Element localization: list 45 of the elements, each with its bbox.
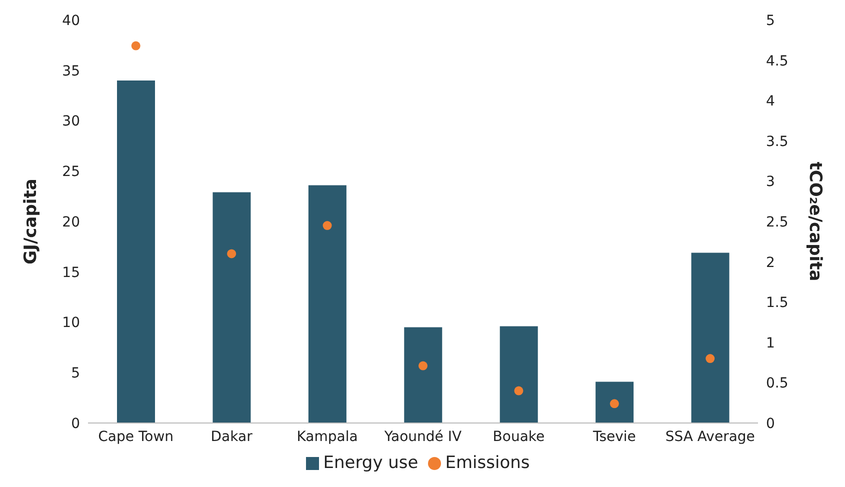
- y-axis-title: GJ/capita: [21, 178, 42, 264]
- x-tick-label: SSA Average: [665, 428, 755, 445]
- y-tick-label: 30: [62, 114, 80, 130]
- y2-tick-label: 3: [766, 174, 775, 190]
- y-tick-label: 0: [71, 416, 80, 432]
- x-tick-label: Tsevie: [592, 428, 636, 445]
- y-tick-label: 5: [71, 366, 80, 382]
- y2-tick-label: 5: [766, 12, 775, 29]
- point: [706, 354, 715, 364]
- y-tick-label: 10: [62, 315, 80, 332]
- point: [131, 41, 140, 50]
- y-tick-label: 15: [62, 264, 80, 281]
- point: [418, 361, 428, 370]
- y-tick-label: 40: [62, 12, 80, 29]
- bar: [596, 382, 634, 423]
- x-tick-label: Cape Town: [98, 428, 174, 445]
- y-tick-label: 35: [62, 63, 80, 80]
- x-tick-label: Dakar: [210, 428, 253, 445]
- point: [322, 221, 332, 230]
- y-tick-label: 25: [62, 164, 80, 180]
- y2-tick-label: 3.5: [766, 134, 788, 150]
- bar: [404, 327, 442, 423]
- y2-tick-label: 1.5: [766, 295, 788, 312]
- y2-tick-label: 0: [766, 416, 775, 432]
- legend-label: Emissions: [445, 453, 530, 473]
- y2-tick-label: 4.5: [766, 53, 788, 70]
- x-tick-label: Yaoundé IV: [383, 428, 462, 445]
- bar: [212, 192, 251, 423]
- bar: [117, 80, 155, 423]
- y2-tick-label: 0.5: [766, 376, 788, 392]
- y2-tick-label: 2.5: [766, 214, 788, 230]
- point: [227, 249, 236, 258]
- bar: [691, 252, 730, 423]
- bar: [308, 185, 346, 423]
- x-tick-label: Bouake: [492, 428, 545, 445]
- y2-tick-label: 4: [766, 94, 775, 110]
- y2-tick-label: 1: [766, 335, 775, 352]
- legend-label: Energy use: [323, 453, 418, 473]
- point: [514, 386, 524, 396]
- y-tick-label: 20: [62, 214, 80, 230]
- y2-tick-label: 2: [766, 254, 775, 271]
- bar: [500, 326, 538, 423]
- point: [610, 399, 619, 408]
- y2-axis-title: tCO₂e/capita: [804, 162, 825, 282]
- x-tick-label: Kampala: [296, 428, 358, 445]
